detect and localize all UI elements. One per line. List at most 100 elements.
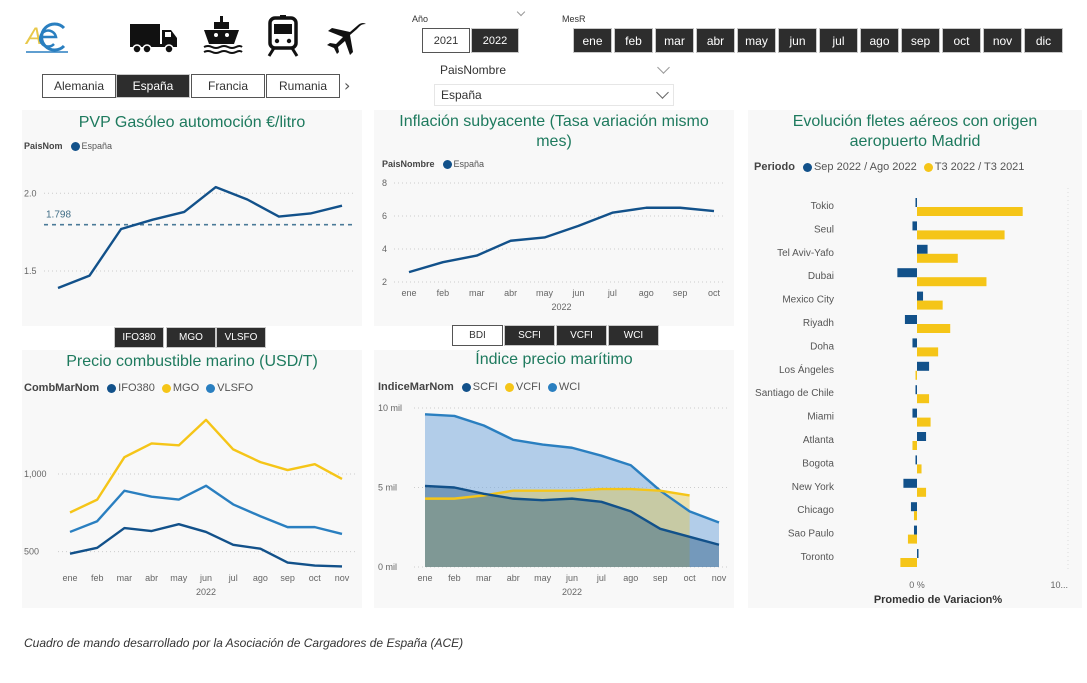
fletes-chart: Tokio Seul Tel Aviv-Yafo Dubai Mexico City Ri…	[755, 188, 1069, 606]
train-icon[interactable]	[258, 14, 310, 58]
month-option[interactable]: dic	[1024, 28, 1063, 53]
x-axis-title: 2022	[196, 587, 216, 597]
bar[interactable]	[917, 361, 930, 371]
series-line-ifo380[interactable]	[69, 522, 343, 568]
fuel-type-button[interactable]: VLSFO	[216, 327, 266, 348]
bar[interactable]	[913, 525, 917, 535]
series-line-vcfi[interactable]	[425, 487, 690, 500]
legend-item[interactable]: VLSFO	[206, 382, 253, 394]
bar[interactable]	[897, 268, 917, 278]
country-tab[interactable]: Rumania	[266, 74, 340, 98]
bar[interactable]	[900, 558, 917, 567]
legend-label: Sep 2022 / Ago 2022	[813, 161, 917, 173]
index-type-button[interactable]: VCFI	[556, 325, 607, 346]
bar[interactable]	[917, 207, 1023, 216]
bar[interactable]	[915, 455, 917, 465]
bar[interactable]	[904, 315, 917, 324]
legend-item[interactable]: IFO380	[107, 382, 155, 394]
index-type-button[interactable]: BDI	[452, 325, 503, 346]
y-tick-label: 2.0	[24, 188, 37, 198]
month-option[interactable]: may	[737, 28, 776, 53]
pais-nombre-header[interactable]: PaisNombre	[434, 60, 674, 80]
bar[interactable]	[917, 347, 939, 357]
month-option[interactable]: abr	[696, 28, 735, 53]
bar[interactable]	[917, 291, 924, 301]
bar[interactable]	[912, 338, 917, 348]
bar[interactable]	[907, 534, 917, 544]
pais-nombre-dropdown[interactable]: España	[434, 84, 674, 106]
legend-item[interactable]: España	[70, 141, 113, 151]
legend-item[interactable]: Sep 2022 / Ago 2022	[802, 161, 917, 173]
bar[interactable]	[915, 198, 917, 207]
bar[interactable]	[917, 244, 928, 254]
bar[interactable]	[915, 370, 917, 380]
bar[interactable]	[913, 511, 917, 521]
gasoleo-chart: 1.5 2.0 1.798	[24, 185, 356, 290]
country-tab[interactable]: Francia	[191, 74, 265, 98]
bar[interactable]	[917, 300, 943, 310]
x-tick-label: jun	[565, 573, 578, 583]
year-option[interactable]: 2021	[422, 28, 470, 53]
month-option[interactable]: mar	[655, 28, 694, 53]
bar[interactable]	[917, 324, 951, 333]
y-tick-label: 1.5	[24, 266, 37, 276]
x-tick-label: sep	[673, 288, 688, 298]
year-slicer-chevron-icon[interactable]	[516, 7, 526, 17]
bar[interactable]	[917, 277, 987, 287]
legend-label: España	[81, 141, 113, 151]
month-option[interactable]: oct	[942, 28, 981, 53]
bar[interactable]	[903, 478, 917, 488]
bar[interactable]	[912, 221, 917, 231]
series-line-scfi[interactable]	[424, 484, 720, 546]
country-tab[interactable]: España	[116, 74, 190, 98]
bar[interactable]	[915, 385, 917, 395]
month-option[interactable]: jun	[778, 28, 817, 53]
year-option[interactable]: 2022	[471, 28, 519, 53]
index-type-button[interactable]: WCI	[608, 325, 659, 346]
x-tick-label: may	[170, 573, 188, 583]
bar[interactable]	[917, 464, 922, 474]
month-option[interactable]: sep	[901, 28, 940, 53]
series-line-vlsfo[interactable]	[69, 484, 343, 536]
airplane-icon[interactable]	[320, 14, 372, 58]
month-option[interactable]: ene	[573, 28, 612, 53]
y-tick-label: 10 mil	[378, 403, 402, 413]
indice-panel: Índice precio marítimo IndiceMarNom SCFI…	[374, 350, 734, 608]
bar[interactable]	[917, 230, 1005, 240]
legend-label: IFO380	[118, 382, 155, 394]
month-option[interactable]: ago	[860, 28, 899, 53]
bar[interactable]	[917, 549, 919, 558]
legend-item[interactable]: MGO	[161, 382, 199, 394]
month-option[interactable]: feb	[614, 28, 653, 53]
series-line-españa[interactable]	[408, 206, 715, 274]
bar[interactable]	[917, 432, 927, 441]
month-option[interactable]: nov	[983, 28, 1022, 53]
bar[interactable]	[912, 408, 917, 418]
bar[interactable]	[917, 394, 930, 404]
legend-item[interactable]: T3 2022 / T3 2021	[923, 161, 1024, 173]
country-tab[interactable]: Alemania	[42, 74, 116, 98]
month-option[interactable]: jul	[819, 28, 858, 53]
category-label: Bogota	[802, 458, 834, 469]
truck-icon[interactable]	[128, 14, 180, 58]
next-arrow-icon[interactable]: ›	[344, 76, 351, 95]
legend-dot	[206, 383, 216, 393]
fuel-type-button[interactable]: IFO380	[114, 327, 164, 348]
series-line-españa[interactable]	[57, 185, 343, 290]
legend-item[interactable]: VCFI	[504, 381, 541, 393]
ship-icon[interactable]	[196, 14, 248, 58]
bar[interactable]	[912, 441, 917, 450]
series-line-wci[interactable]	[424, 413, 720, 524]
bar[interactable]	[917, 417, 931, 427]
x-tick-label: abr	[504, 288, 517, 298]
legend-item[interactable]: WCI	[547, 381, 580, 393]
bar[interactable]	[917, 487, 927, 497]
marino-legend: CombMarNom IFO380 MGO VLSFO	[24, 382, 256, 394]
legend-item[interactable]: SCFI	[461, 381, 498, 393]
legend-item[interactable]: España	[442, 159, 484, 169]
bar[interactable]	[910, 502, 917, 512]
index-type-button[interactable]: SCFI	[504, 325, 555, 346]
fuel-type-button[interactable]: MGO	[166, 327, 216, 348]
bar[interactable]	[917, 253, 958, 263]
series-line-mgo[interactable]	[69, 418, 343, 514]
